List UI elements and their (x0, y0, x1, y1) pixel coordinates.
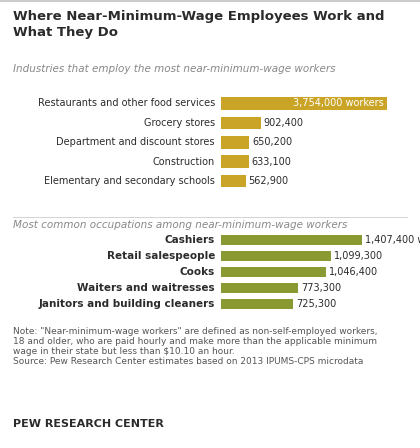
Bar (220, 283, 298, 293)
Text: Retail salespeople: Retail salespeople (107, 251, 215, 261)
Text: 650,200: 650,200 (252, 137, 292, 147)
Bar (220, 267, 326, 277)
Bar (220, 97, 387, 110)
Text: 773,300: 773,300 (301, 283, 341, 293)
Bar (220, 136, 249, 149)
Text: 633,100: 633,100 (252, 157, 291, 167)
Text: 1,099,300: 1,099,300 (334, 251, 383, 261)
Bar (220, 235, 362, 246)
Text: Waiters and waitresses: Waiters and waitresses (77, 283, 215, 293)
Text: Grocery stores: Grocery stores (144, 118, 215, 128)
Bar (220, 116, 260, 129)
Text: 18 and older, who are paid hourly and make more than the applicable minimum: 18 and older, who are paid hourly and ma… (13, 337, 377, 346)
Text: wage in their state but less than $10.10 an hour.: wage in their state but less than $10.10… (13, 347, 234, 356)
Text: 902,400: 902,400 (263, 118, 304, 128)
Text: Construction: Construction (153, 157, 215, 167)
Text: Department and discount stores: Department and discount stores (56, 137, 215, 147)
Bar (220, 251, 331, 261)
Text: Janitors and building cleaners: Janitors and building cleaners (39, 299, 215, 309)
Text: What They Do: What They Do (13, 26, 118, 39)
Text: Most common occupations among near-minimum-wage workers: Most common occupations among near-minim… (13, 220, 347, 229)
Text: Cashiers: Cashiers (165, 235, 215, 246)
Text: 1,407,400 workers: 1,407,400 workers (365, 235, 420, 246)
Text: Industries that employ the most near-minimum-wage workers: Industries that employ the most near-min… (13, 64, 335, 73)
Text: Elementary and secondary schools: Elementary and secondary schools (44, 176, 215, 186)
Bar (220, 155, 249, 168)
Bar (220, 299, 294, 309)
Text: Where Near-Minimum-Wage Employees Work and: Where Near-Minimum-Wage Employees Work a… (13, 10, 384, 23)
Text: Source: Pew Research Center estimates based on 2013 IPUMS-CPS microdata: Source: Pew Research Center estimates ba… (13, 357, 363, 366)
Text: Note: "Near-minimum-wage workers" are defined as non-self-employed workers,: Note: "Near-minimum-wage workers" are de… (13, 327, 377, 336)
Text: 562,900: 562,900 (248, 176, 289, 186)
Text: Cooks: Cooks (180, 267, 215, 277)
Bar (220, 175, 246, 187)
Text: 725,300: 725,300 (297, 299, 336, 309)
Text: 1,046,400: 1,046,400 (328, 267, 378, 277)
Text: PEW RESEARCH CENTER: PEW RESEARCH CENTER (13, 419, 163, 429)
Text: 3,754,000 workers: 3,754,000 workers (293, 99, 384, 108)
Text: Restaurants and other food services: Restaurants and other food services (38, 99, 215, 108)
